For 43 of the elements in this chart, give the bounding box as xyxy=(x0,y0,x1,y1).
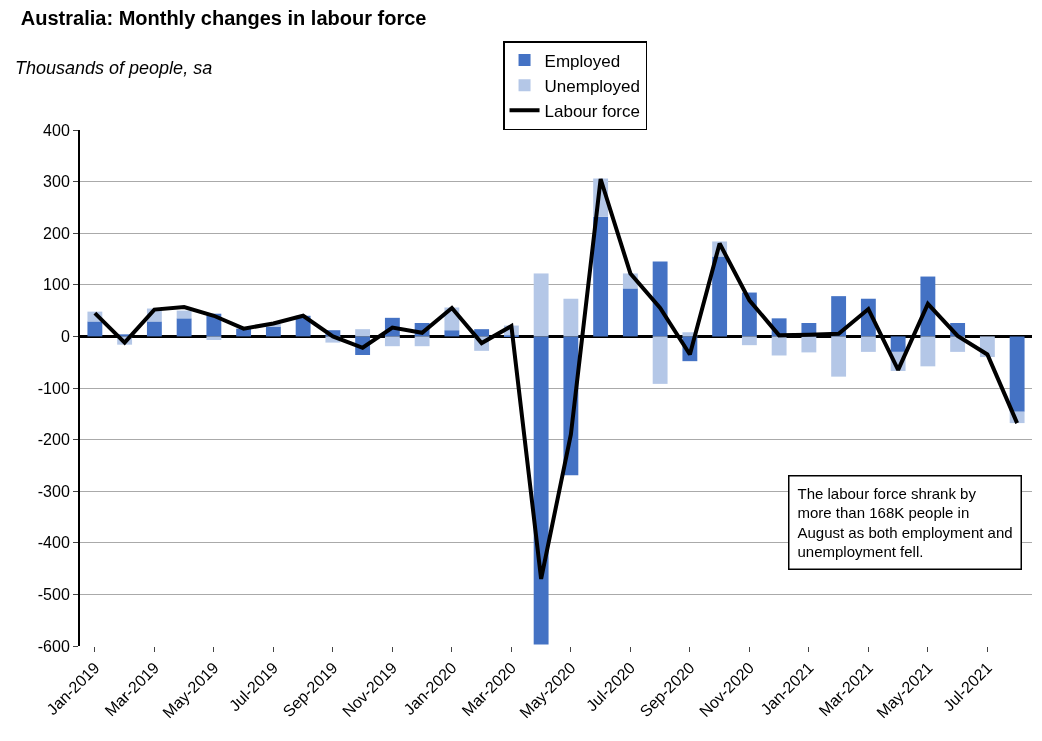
legend-label: Employed xyxy=(544,51,621,71)
y-tick-label: -100 xyxy=(37,379,70,397)
bar xyxy=(593,216,609,337)
bar xyxy=(414,336,430,347)
y-tick-label: -400 xyxy=(37,534,70,552)
chart-title: Australia: Monthly changes in labour force xyxy=(20,7,427,30)
y-tick-label: -300 xyxy=(37,482,70,500)
bar xyxy=(622,288,638,337)
bar xyxy=(920,336,936,367)
y-tick-label: 100 xyxy=(43,276,70,294)
y-tick-label: 0 xyxy=(60,328,70,345)
bar xyxy=(860,336,876,352)
bar xyxy=(533,273,549,337)
bar xyxy=(652,336,668,384)
bar xyxy=(176,310,192,319)
bar xyxy=(87,321,103,337)
bar xyxy=(384,336,400,347)
bar xyxy=(741,336,757,346)
bar xyxy=(771,336,787,356)
annotation: The labour force shrank by more than 168K people in August as both employment and unemployment fell. xyxy=(797,484,1013,560)
bar xyxy=(1009,336,1025,412)
bar xyxy=(801,336,817,353)
bar xyxy=(444,330,460,337)
bar xyxy=(265,326,281,337)
bar xyxy=(831,336,847,377)
bar xyxy=(890,336,906,352)
bar xyxy=(652,261,668,337)
bar xyxy=(206,336,222,341)
y-axis-title: Thousands of people, sa xyxy=(15,58,213,78)
legend-label: Unemployed xyxy=(544,76,640,96)
y-tick-label: 300 xyxy=(43,173,70,191)
bar xyxy=(563,298,579,337)
y-tick-label: -500 xyxy=(37,586,70,603)
y-tick-label: -600 xyxy=(37,637,70,655)
bar xyxy=(712,256,728,337)
y-tick-label: -200 xyxy=(37,431,70,449)
bar xyxy=(355,329,371,337)
legend-label: Labour force xyxy=(544,101,640,121)
bar xyxy=(176,318,192,337)
y-tick-label: 400 xyxy=(43,121,70,139)
bar xyxy=(146,321,162,337)
bar xyxy=(533,336,549,645)
y-tick-label: 200 xyxy=(43,224,70,242)
